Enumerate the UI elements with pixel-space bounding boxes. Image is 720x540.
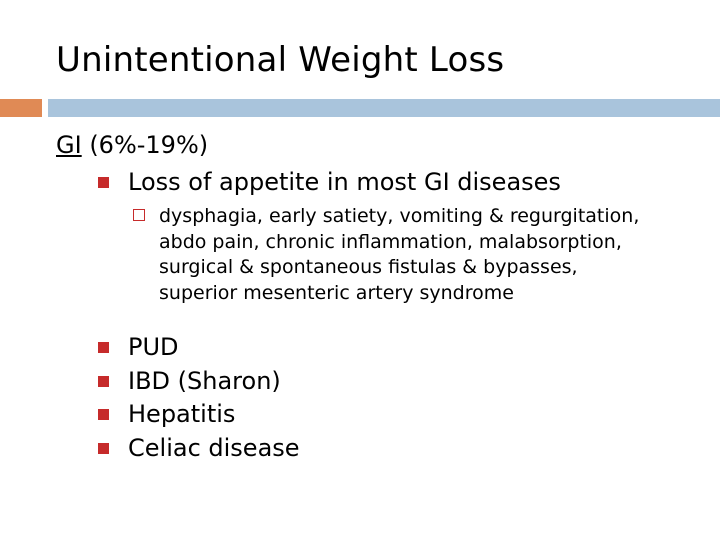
hollow-square-bullet-icon	[133, 209, 145, 221]
sub-bullet-text: dysphagia, early satiety, vomiting & reg…	[159, 205, 640, 304]
filled-square-bullet-icon	[98, 376, 109, 387]
slide-title: Unintentional Weight Loss	[56, 40, 505, 80]
accent-bar-blue	[48, 99, 720, 117]
heading-percent-text: (6%-19%)	[81, 131, 209, 159]
bullet-text: Celiac disease	[128, 434, 300, 462]
heading-underlined-text: GI	[56, 131, 82, 159]
filled-square-bullet-icon	[98, 177, 109, 188]
bullet-text: Loss of appetite in most GI diseases	[128, 168, 561, 196]
section-heading: GI (6%-19%)	[56, 129, 208, 161]
bullet-text: IBD (Sharon)	[128, 367, 281, 395]
filled-square-bullet-icon	[98, 443, 109, 454]
accent-bar-orange	[0, 99, 42, 117]
bullet-text: Hepatitis	[128, 400, 236, 428]
bullet-text: PUD	[128, 333, 179, 361]
filled-square-bullet-icon	[98, 342, 109, 353]
filled-square-bullet-icon	[98, 409, 109, 420]
